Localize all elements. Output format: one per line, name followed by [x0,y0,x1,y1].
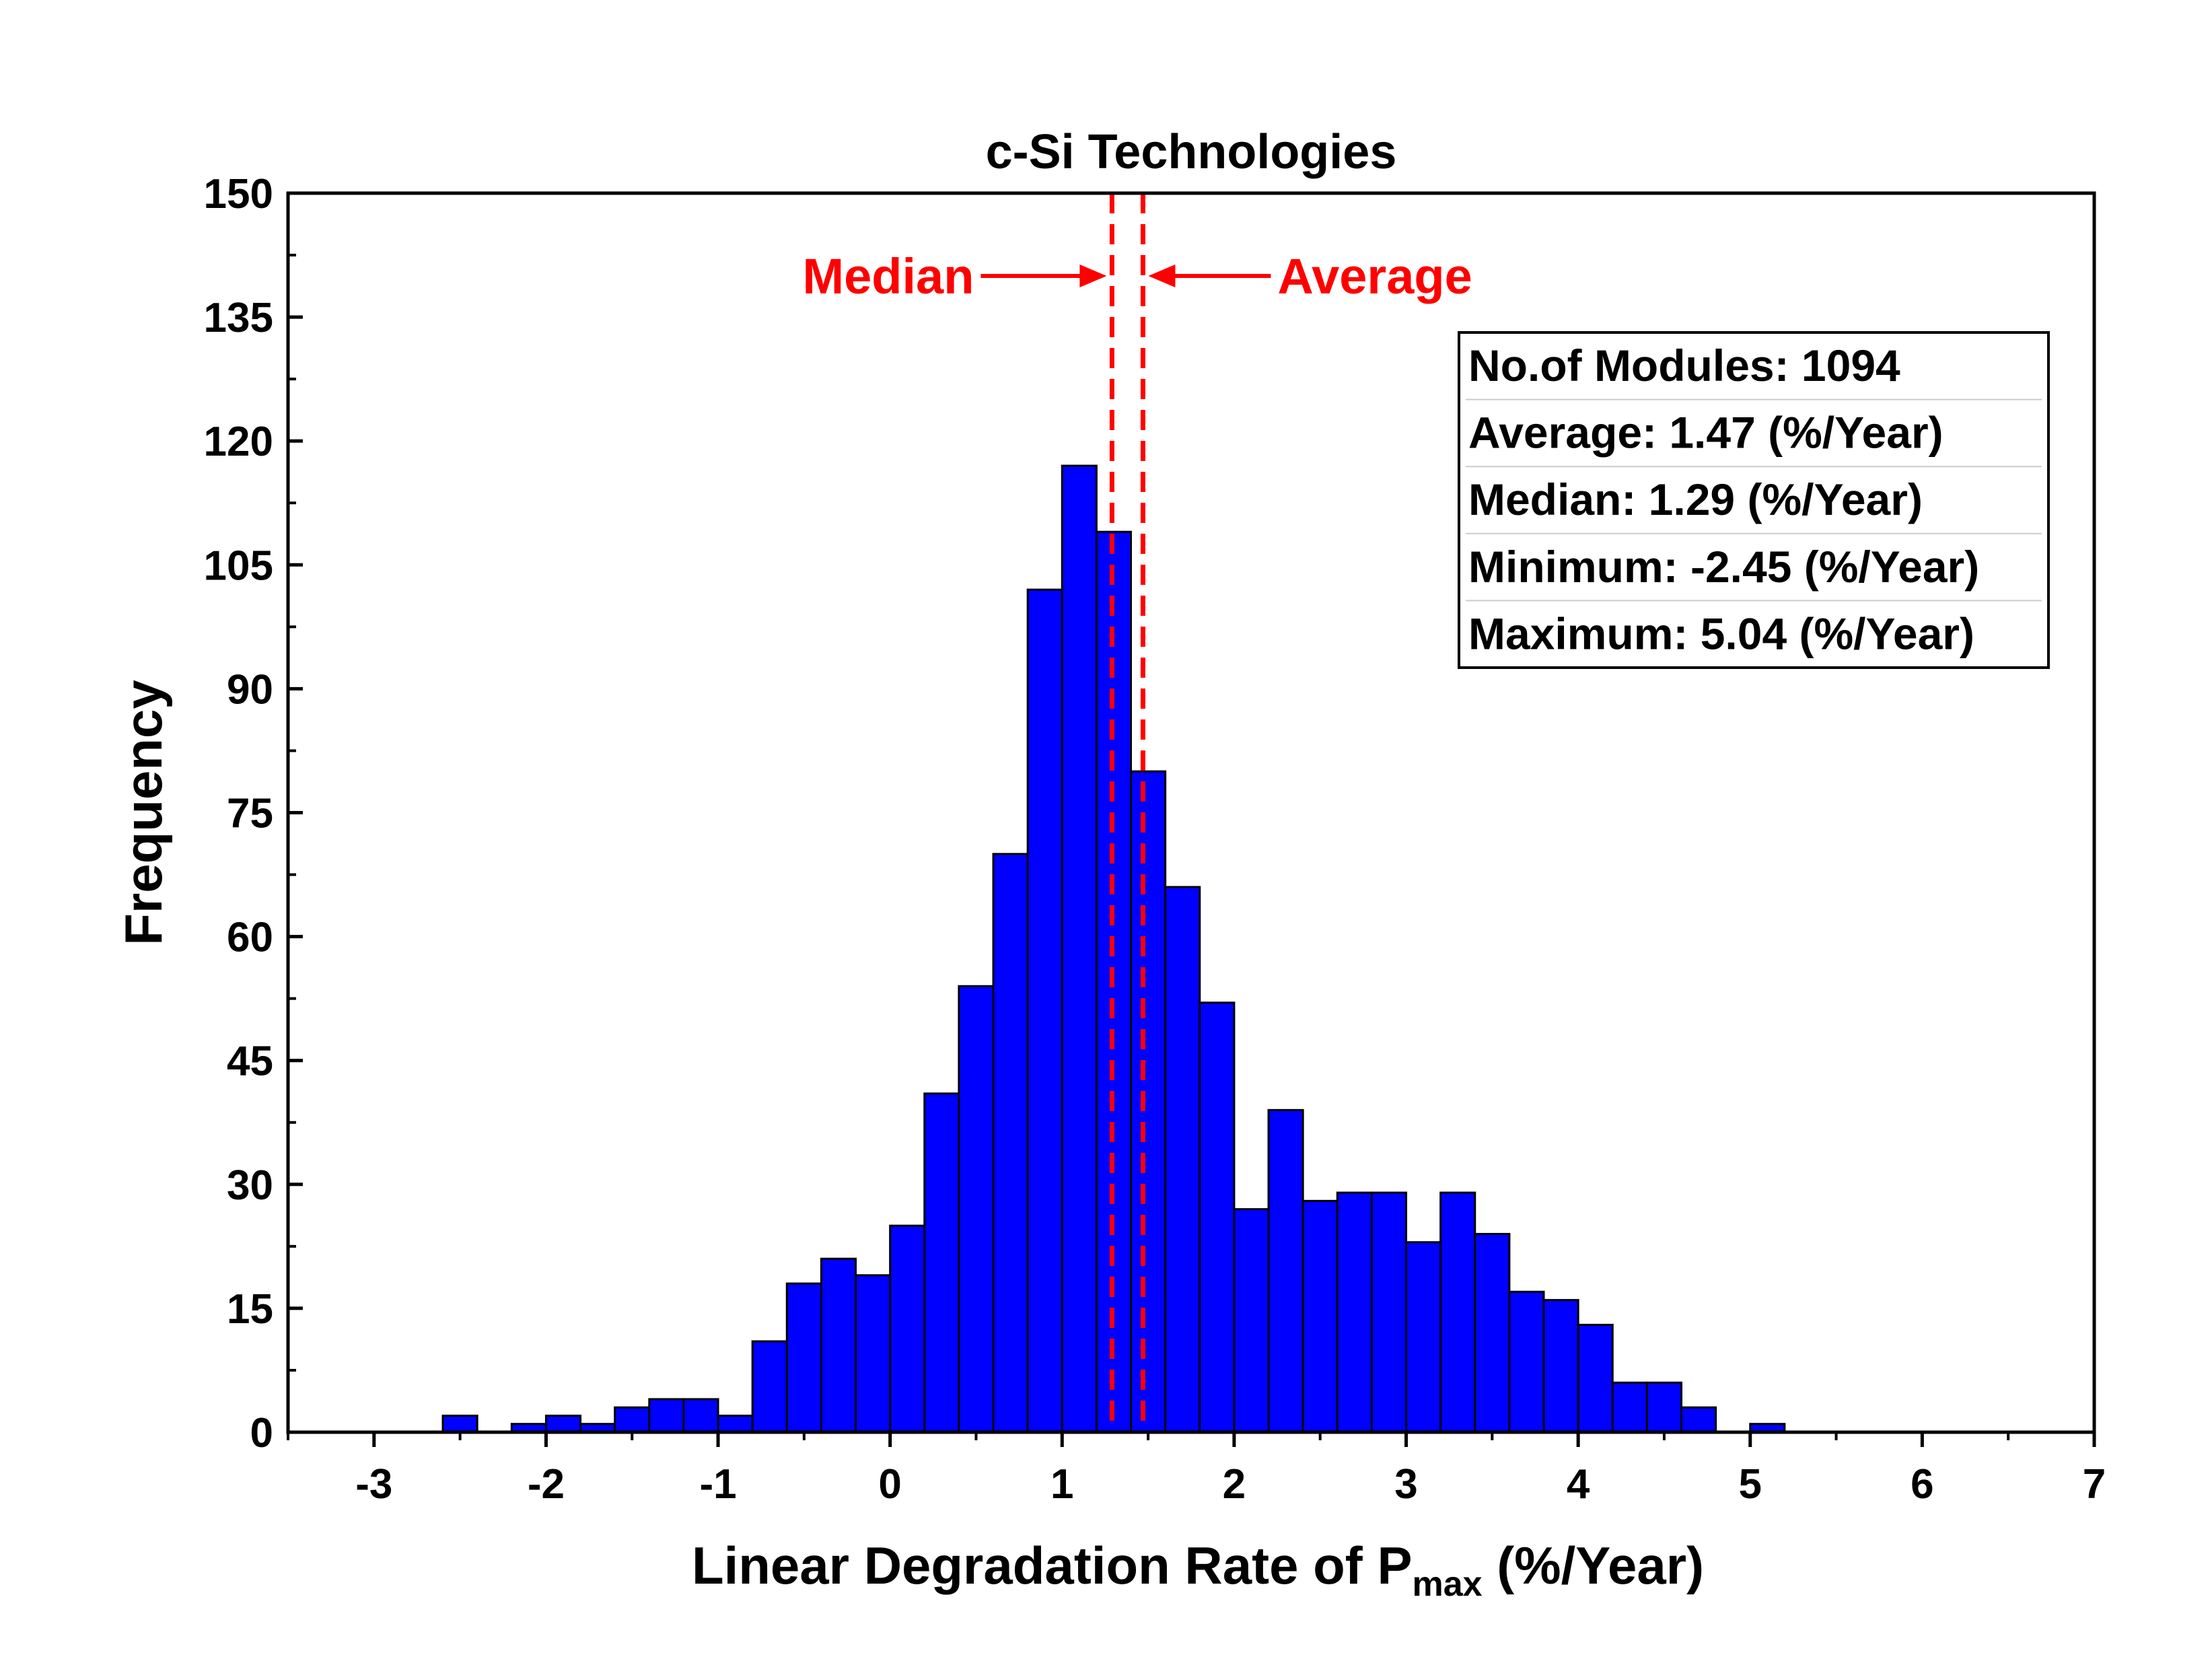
histogram-bar [820,1257,857,1434]
average-annotation-label: Average [1277,248,1472,304]
histogram-bar [717,1414,754,1434]
histogram-bar [1233,1208,1270,1434]
x-tick-label: 0 [878,1461,901,1508]
stats-row-text: Median: 1.29 (%/Year) [1468,474,1923,524]
x-tick-label: 5 [1739,1461,1762,1508]
histogram-bar [1026,588,1063,1434]
histogram-bar [1164,886,1201,1434]
histogram-bar [1267,1108,1304,1434]
histogram-bar [544,1414,582,1434]
x-tick-label: 6 [1911,1461,1933,1508]
y-tick-label: 0 [250,1410,273,1456]
histogram-bar [1680,1406,1717,1434]
x-tick-label: 1 [1050,1461,1073,1508]
median-arrow-head [1079,264,1107,287]
x-axis-title-suffix: (%/Year) [1483,1536,1704,1595]
stats-row-text: Average: 1.47 (%/Year) [1468,408,1943,458]
y-tick-label: 90 [227,666,273,713]
y-tick-label: 150 [204,171,273,217]
histogram-bar [1199,1001,1236,1434]
histogram-bar [682,1398,719,1434]
reference-annotations: Median Average [802,248,1472,304]
histogram-bar [923,1092,960,1434]
histogram-bar [1301,1199,1339,1434]
x-tick-label: 2 [1223,1461,1246,1508]
y-tick-label: 135 [204,295,273,341]
histogram-bar [441,1414,478,1434]
median-annotation-label: Median [802,248,974,304]
x-tick-label: 7 [2083,1461,2106,1508]
histogram-bar [1611,1381,1648,1434]
histogram-bar [1645,1381,1683,1434]
y-tick-label: 75 [227,791,273,837]
chart-title: c-Si Technologies [986,125,1397,179]
x-axis: -3 -2 -1 0 1 2 3 4 5 6 7 [287,1432,2106,1508]
histogram-bar [1061,464,1098,1434]
y-tick-label: 45 [227,1038,273,1085]
y-tick-label: 120 [204,419,273,465]
x-tick-label: 4 [1567,1461,1590,1508]
stats-row-text: Minimum: -2.45 (%/Year) [1468,542,1979,592]
average-arrow-head [1148,264,1176,287]
y-tick-label: 30 [227,1162,273,1209]
y-tick-label: 15 [227,1286,273,1333]
histogram-bar [1439,1191,1476,1434]
x-tick-label: -1 [699,1461,736,1508]
x-tick-label: -3 [355,1461,392,1508]
y-tick-label: 105 [204,542,273,589]
histogram-bar [1336,1191,1373,1434]
histogram-bar [855,1274,892,1434]
x-tick-label: -2 [528,1461,565,1508]
stats-row-text: No.of Modules: 1094 [1468,341,1900,390]
reference-lines [1109,193,1145,1432]
histogram-bar [1577,1323,1614,1434]
stats-box-frame [1458,331,2050,669]
histogram-bar [1370,1191,1408,1434]
x-axis-title-subscript: max [1412,1565,1482,1604]
x-axis-title-main: Linear Degradation Rate of P [692,1536,1413,1595]
y-axis-title: Frequency [114,680,173,945]
histogram-bar [614,1406,651,1434]
histogram-bar [992,853,1029,1434]
stats-box: No.of Modules: 1094 Average: 1.47 (%/Year… [1458,331,2050,669]
histogram-bar [1474,1232,1511,1434]
stats-row-text: Maximum: 5.04 (%/Year) [1468,608,1974,658]
histogram-bar [1542,1299,1579,1434]
histogram-bar [958,985,995,1434]
histogram-bar [1508,1290,1545,1434]
histogram-bar [1405,1241,1442,1434]
histogram-bar [785,1282,822,1434]
y-tick-label: 60 [227,915,273,961]
histogram-bar [648,1398,685,1434]
histogram-bar [751,1340,788,1434]
x-tick-label: 3 [1394,1461,1417,1508]
x-axis-title: Linear Degradation Rate of Pmax (%/Year) [692,1536,1704,1604]
histogram-bar [889,1224,926,1434]
histogram-bar [1130,770,1167,1434]
y-axis: 0 15 30 45 60 75 90 105 120 135 150 [204,171,303,1456]
